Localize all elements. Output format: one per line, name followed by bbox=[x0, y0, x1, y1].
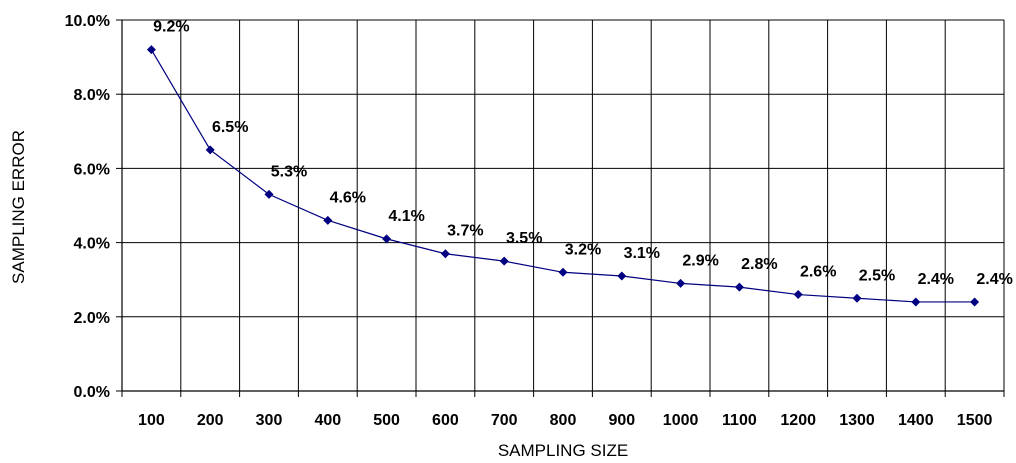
x-tick-label: 1000 bbox=[663, 412, 699, 429]
data-label: 3.5% bbox=[506, 230, 542, 247]
data-label: 2.4% bbox=[976, 271, 1012, 288]
y-tick-label: 4.0% bbox=[74, 236, 110, 253]
axis-layer: 0.0% 2.0% 4.0% 6.0% 8.0% 10.0% 100 200 300 400 500… bbox=[65, 13, 1005, 429]
x-tick-label: 300 bbox=[256, 412, 283, 429]
x-tick-label: 500 bbox=[373, 412, 400, 429]
data-label: 4.1% bbox=[388, 208, 424, 225]
data-point-marker bbox=[382, 234, 392, 244]
data-label: 6.5% bbox=[212, 119, 248, 136]
data-point-marker bbox=[323, 215, 333, 225]
x-tick-label: 1300 bbox=[839, 412, 875, 429]
data-label: 2.5% bbox=[859, 267, 895, 284]
data-label: 4.6% bbox=[330, 189, 366, 206]
data-label: 9.2% bbox=[153, 19, 189, 36]
y-tick-label: 2.0% bbox=[74, 310, 110, 327]
data-label: 3.7% bbox=[447, 223, 483, 240]
x-tick-label: 1100 bbox=[722, 412, 757, 429]
data-point-marker bbox=[264, 189, 274, 199]
data-label: 2.8% bbox=[741, 256, 777, 273]
series-layer bbox=[146, 45, 980, 307]
x-tick-label: 900 bbox=[608, 412, 635, 429]
data-label: 2.4% bbox=[918, 271, 954, 288]
x-tick-label: 200 bbox=[197, 412, 224, 429]
data-point-marker bbox=[499, 256, 509, 266]
data-point-marker bbox=[734, 282, 744, 292]
x-axis-title: SAMPLING SIZE bbox=[498, 441, 628, 460]
data-label: 5.3% bbox=[271, 163, 307, 180]
data-point-marker bbox=[793, 290, 803, 300]
y-tick-label: 8.0% bbox=[74, 87, 110, 104]
data-point-marker bbox=[676, 278, 686, 288]
label-layer: 9.2% 6.5% 5.3% 4.6% 4.1% 3.7% 3.5% 3.2% 3.1% 2.9%… bbox=[153, 19, 1013, 288]
x-tick-label: 1200 bbox=[780, 412, 816, 429]
x-tick-label: 700 bbox=[491, 412, 518, 429]
x-tick-label: 100 bbox=[138, 412, 165, 429]
data-point-marker bbox=[911, 297, 921, 307]
x-tick-label: 600 bbox=[432, 412, 459, 429]
data-point-marker bbox=[440, 249, 450, 259]
y-axis-title: SAMPLING ERROR bbox=[9, 130, 28, 284]
y-tick-label: 0.0% bbox=[74, 384, 110, 401]
data-point-marker bbox=[146, 45, 156, 55]
data-label: 2.9% bbox=[682, 252, 718, 269]
y-tick-label: 6.0% bbox=[74, 161, 110, 178]
data-label: 3.1% bbox=[624, 245, 660, 262]
data-point-marker bbox=[970, 297, 980, 307]
y-tick-label: 10.0% bbox=[65, 13, 110, 30]
x-tick-label: 800 bbox=[550, 412, 577, 429]
x-tick-label: 1500 bbox=[957, 412, 993, 429]
grid-layer bbox=[122, 19, 1005, 391]
data-point-marker bbox=[852, 293, 862, 303]
data-point-marker bbox=[205, 145, 215, 155]
data-point-marker bbox=[617, 271, 627, 281]
data-label: 2.6% bbox=[800, 264, 836, 281]
data-point-marker bbox=[558, 267, 568, 277]
data-label: 3.2% bbox=[565, 241, 601, 258]
x-tick-label: 1400 bbox=[898, 412, 934, 429]
x-tick-label: 400 bbox=[314, 412, 341, 429]
